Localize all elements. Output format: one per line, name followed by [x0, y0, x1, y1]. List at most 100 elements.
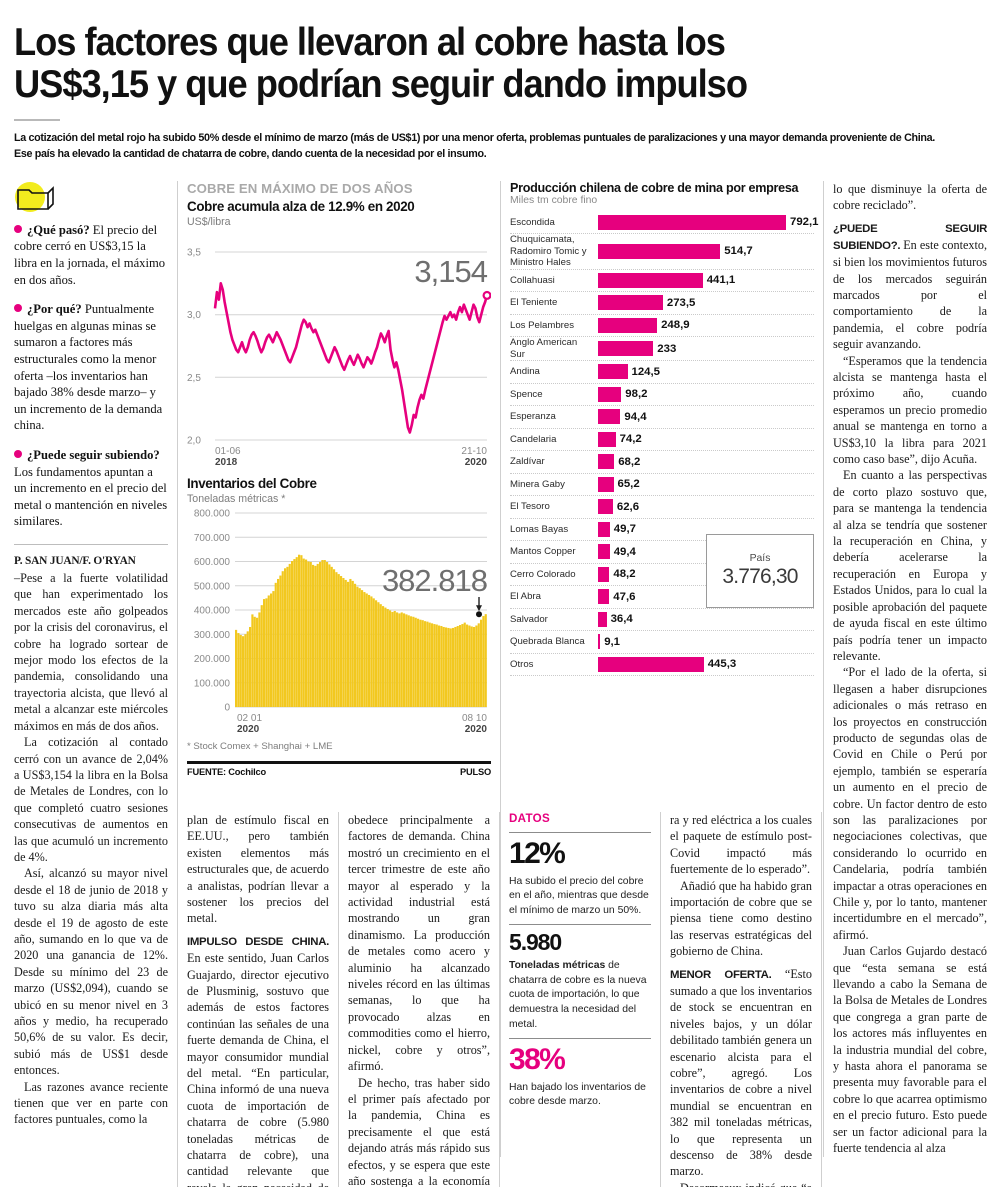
- bottom-column-4: ra y red eléctrica a los cuales el paque…: [661, 812, 821, 1187]
- bottom-spacer: [14, 812, 177, 1187]
- right-column-body: lo que disminuye la oferta de cobre reci…: [833, 181, 987, 1157]
- svg-text:200.000: 200.000: [194, 654, 231, 665]
- bar-track: 49,7: [598, 521, 814, 537]
- bar-value: 36,4: [610, 613, 633, 626]
- bar-value: 792,1: [790, 216, 819, 229]
- bar-fill: [598, 476, 614, 492]
- bar-fill: [598, 317, 658, 333]
- svg-text:382.818: 382.818: [382, 563, 487, 598]
- qa-item-0: ¿Qué pasó? El precio del cobre cerró en …: [14, 222, 168, 288]
- country-total-label: País: [749, 553, 771, 565]
- bar-row: Otros 445,3: [510, 654, 814, 677]
- bar-row: Minera Gaby 65,2: [510, 474, 814, 497]
- bar-fill: [598, 341, 654, 357]
- newspaper-page: Los factores que llevaron al cobre hasta…: [0, 21, 1000, 1187]
- bottom-spacer-right: [822, 812, 985, 1187]
- bar-row: El Tesoro 62,6: [510, 496, 814, 519]
- paragraph: MENOR OFERTA. “Esto sumado a que los inv…: [670, 966, 812, 1179]
- bar-fill: [598, 409, 621, 425]
- bar-value: 94,4: [624, 410, 647, 423]
- paragraph-lead: MENOR OFERTA.: [670, 968, 785, 981]
- bullet-dot-icon: [14, 224, 22, 233]
- bar-fill: [598, 214, 786, 230]
- bar-fill: [598, 272, 703, 288]
- bar-fill: [598, 544, 610, 560]
- bar-row: Cerro Colorado 48,2: [510, 564, 814, 587]
- price-chart-ylabel: US$/libra: [187, 215, 231, 228]
- bar-value: 62,6: [616, 500, 640, 513]
- inventory-footnote: * Stock Comex + Shanghai + LME: [187, 740, 333, 752]
- paragraph-lead: IMPULSO DESDE CHINA.: [187, 935, 329, 948]
- bar-fill: [598, 386, 622, 402]
- column-separator: [177, 812, 178, 1187]
- bar-track: 68,2: [598, 454, 814, 470]
- svg-text:08 10: 08 10: [462, 713, 487, 724]
- bar-label: Anglo American Sur: [510, 337, 578, 360]
- production-bar-chart: Escondida 792,1 Chuquicamata, Radomiro Tom…: [510, 212, 819, 677]
- bar-track: 441,1: [598, 272, 814, 288]
- svg-text:2020: 2020: [465, 457, 488, 468]
- bullet-dot-icon: [14, 304, 22, 313]
- datos-text-lead: Toneladas métricas: [509, 960, 606, 972]
- datos-divider: [509, 924, 651, 926]
- datos-list: 12% Ha subido el precio del cobre en el a…: [509, 832, 651, 1110]
- source-row: FUENTE: Cochilco PULSO: [187, 764, 491, 777]
- qa-answer-2: Los fundamentos apuntan a un incremento …: [14, 464, 168, 529]
- bar-label: Los Pelambres: [510, 319, 574, 331]
- paragraph: ¿PUEDE SEGUIR SUBIENDO?. En este context…: [833, 222, 987, 352]
- bar-label: El Tesoro: [510, 501, 550, 513]
- datos-text: Toneladas métricas de chatarra de cobre …: [509, 960, 647, 1030]
- bar-fill: [598, 499, 613, 515]
- bar-value: 248,9: [661, 319, 690, 332]
- bottom-column-1: plan de estímulo fiscal en EE.UU., pero …: [178, 812, 338, 1187]
- svg-text:01-06: 01-06: [215, 446, 241, 457]
- datos-divider: [509, 1038, 651, 1040]
- bar-row: Los Pelambres 248,9: [510, 315, 814, 338]
- paragraph: obedece principalmente a factores de dem…: [348, 813, 490, 1074]
- bar-track: 49,4: [598, 544, 814, 560]
- copper-inventory-area-chart: 0 100.000 200.000 300.000 400.000 500.000 600.…: [194, 508, 488, 735]
- production-chart-title: Producción chilena de cobre de mina por …: [510, 180, 799, 195]
- bar-value: 74,2: [619, 433, 642, 446]
- publisher-label: PULSO: [459, 766, 491, 777]
- byline: P. SAN JUAN/F. O'RYAN: [14, 555, 136, 568]
- svg-text:500.000: 500.000: [194, 581, 231, 592]
- bar-row: Escondida 792,1: [510, 212, 819, 235]
- production-chart-subtitle: Miles tm cobre fino: [510, 194, 598, 206]
- bar-track: 273,5: [598, 295, 814, 311]
- bar-value: 9,1: [604, 635, 621, 648]
- bar-track: 792,1: [598, 214, 819, 230]
- svg-text:400.000: 400.000: [194, 605, 231, 616]
- bar-track: 514,7: [598, 243, 814, 259]
- svg-text:700.000: 700.000: [194, 532, 231, 543]
- svg-text:21-10: 21-10: [461, 446, 487, 457]
- headline-line-2: US$3,15 y que podrían seguir dando impul…: [14, 63, 748, 107]
- bar-track: 48,2: [598, 566, 814, 582]
- country-total-value: 3.776,30: [722, 565, 798, 589]
- bar-value: 514,7: [724, 245, 753, 258]
- paragraph: ra y red eléctrica a los cuales el paque…: [670, 813, 812, 877]
- svg-text:3,0: 3,0: [187, 310, 201, 321]
- paragraph: Juan Carlos Gujardo destacó que “esta se…: [833, 944, 987, 1156]
- bar-row: Collahuasi 441,1: [510, 270, 814, 293]
- bar-value: 49,7: [613, 523, 636, 536]
- bar-label: Andina: [510, 366, 540, 378]
- bar-track: 233: [598, 341, 814, 357]
- bar-row: Candelaria 74,2: [510, 429, 814, 452]
- paragraph: “Por el lado de la oferta, si llegasen a…: [833, 665, 987, 942]
- bar-value: 98,2: [625, 388, 648, 401]
- sidebar-article-body: –Pese a la fuerte volatilidad que han ex…: [14, 570, 168, 1128]
- datos-number: 38%: [509, 1043, 566, 1077]
- bar-label: Salvador: [510, 613, 548, 625]
- chart-kicker: COBRE EN MÁXIMO DE DOS AÑOS: [187, 180, 413, 196]
- column-separator: [821, 812, 822, 1187]
- bar-label: Minera Gaby: [510, 478, 565, 490]
- bar-row: El Abra 47,6: [510, 586, 814, 609]
- bar-label: Escondida: [510, 216, 555, 228]
- bar-track: 94,4: [598, 409, 814, 425]
- column-separator: [338, 812, 339, 1187]
- inventory-chart-title: Inventarios del Cobre: [187, 475, 317, 491]
- bar-track: 445,3: [598, 656, 814, 672]
- inventory-chart-ylabel: Toneladas métricas *: [187, 492, 286, 505]
- bar-label: Esperanza: [510, 411, 556, 423]
